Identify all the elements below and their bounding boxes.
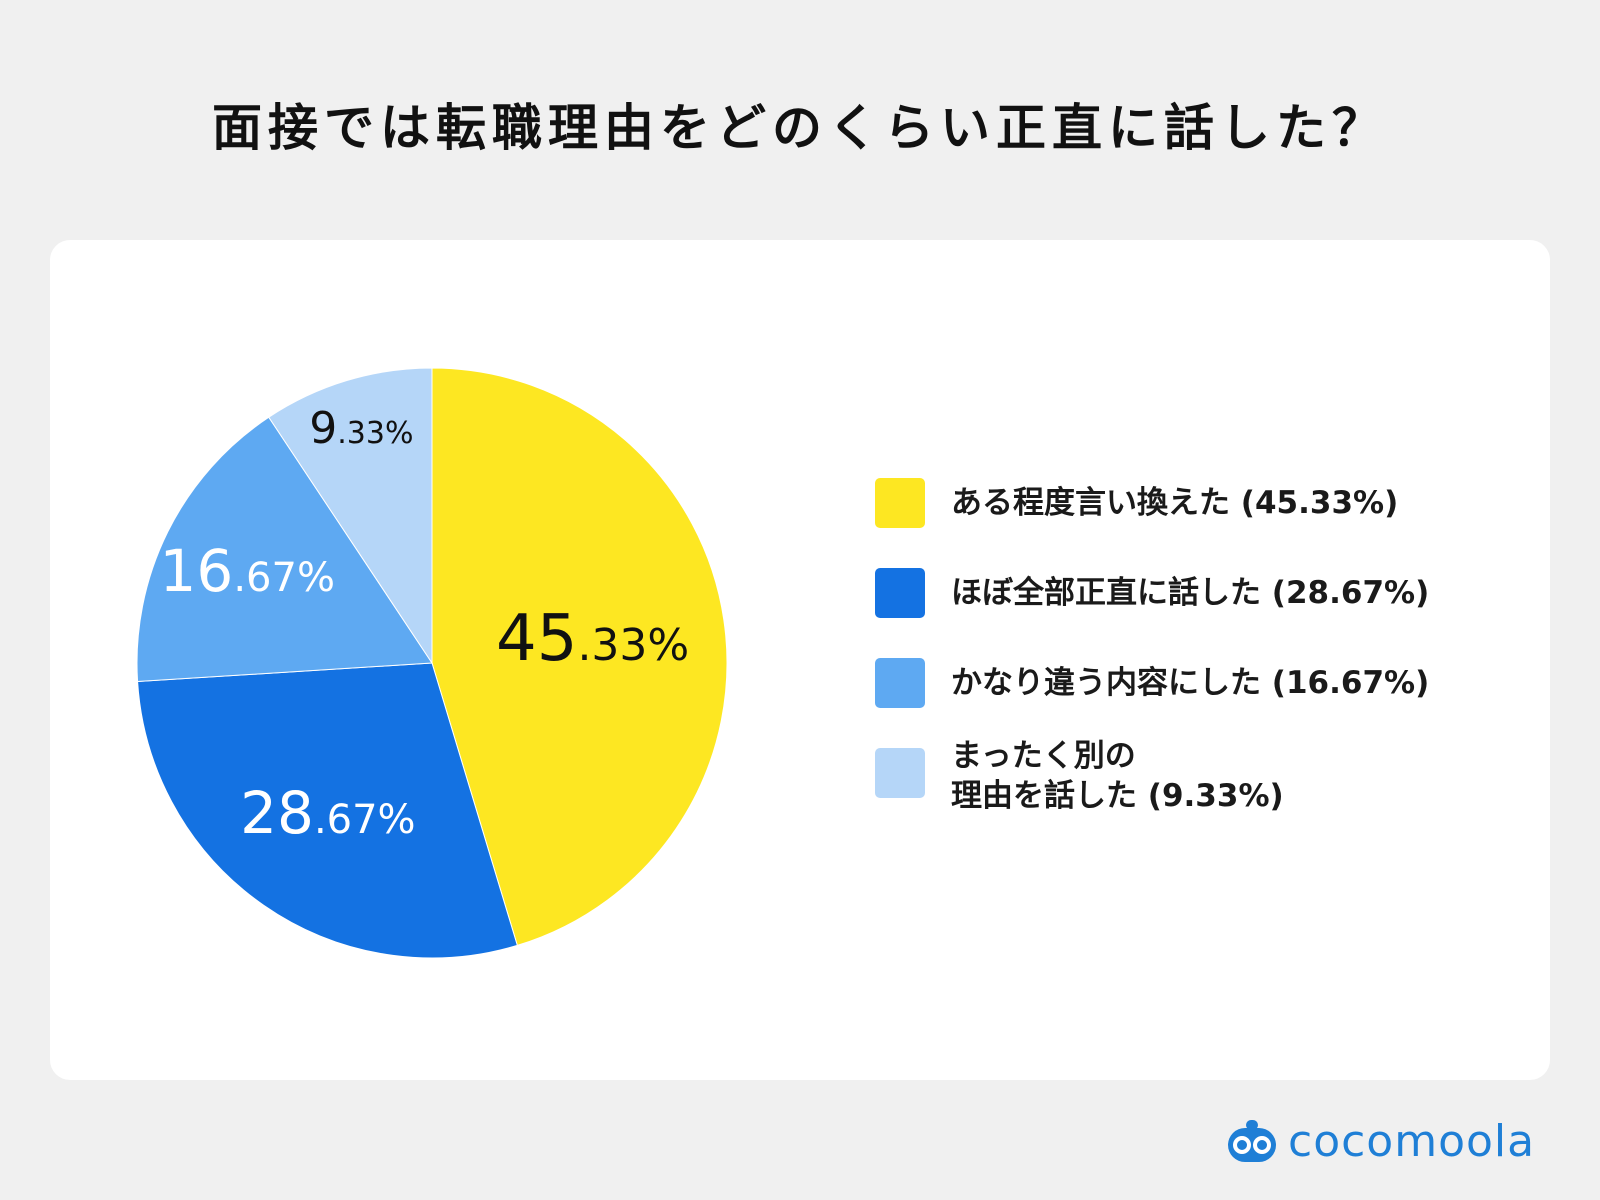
legend-label-3: かなり違う内容にした (16.67%) [951,665,1430,701]
slice-label-2-integer: 28 [240,779,314,848]
legend-label-4-line1: まったく別の [951,738,1136,774]
legend-item-4: まったく別の 理由を話した (9.33%) [875,738,1429,816]
legend-swatch-4 [875,748,925,798]
slice-label-1: 45.33% [496,602,689,676]
chart-title: 面接では転職理由をどのくらい正直に話した？ [212,99,1388,157]
legend-item-2: ほぼ全部正直に話した (28.67%) [875,568,1429,618]
slice-label-2: 28.67% [240,779,415,847]
pie-slice-4 [268,367,433,665]
slice-label-3-integer: 16 [159,537,234,606]
pie-slice-2 [137,662,518,959]
legend-label-4-line2: 理由を話した (9.33%) [951,778,1284,814]
legend-item-1: ある程度言い換えた (45.33%) [875,478,1429,528]
pie-slice-1 [431,367,728,947]
slice-label-4-integer: 9 [309,403,338,455]
legend: ある程度言い換えた (45.33%) ほぼ全部正直に話した (28.67%) か… [875,478,1429,856]
legend-swatch-3 [875,658,925,708]
slice-label-4: 9.33% [309,403,413,454]
legend-label-1: ある程度言い換えた (45.33%) [951,485,1399,521]
cocomoola-logo-icon [1228,1120,1276,1162]
brand-logo: cocomoola [1226,1115,1536,1167]
slice-label-4-decimal: .33% [337,416,414,452]
brand-name: cocomoola [1288,1115,1536,1167]
chart-card: 45.33% 28.67% 16.67% 9.33% ある程度言い換えた (45.33… [50,240,1550,1080]
slice-label-1-integer: 45 [496,602,578,677]
slice-label-3-decimal: .67% [233,555,335,602]
legend-swatch-1 [875,478,925,528]
legend-label-4: まったく別の 理由を話した (9.33%) [951,736,1284,816]
pie-slice-3 [136,416,433,683]
slice-label-3: 16.67% [160,537,335,605]
legend-label-2: ほぼ全部正直に話した (28.67%) [951,575,1430,611]
legend-swatch-2 [875,568,925,618]
pie-chart [136,367,728,959]
slice-label-1-decimal: .33% [577,620,690,672]
legend-item-3: かなり違う内容にした (16.67%) [875,658,1429,708]
slice-label-2-decimal: .67% [313,797,416,844]
